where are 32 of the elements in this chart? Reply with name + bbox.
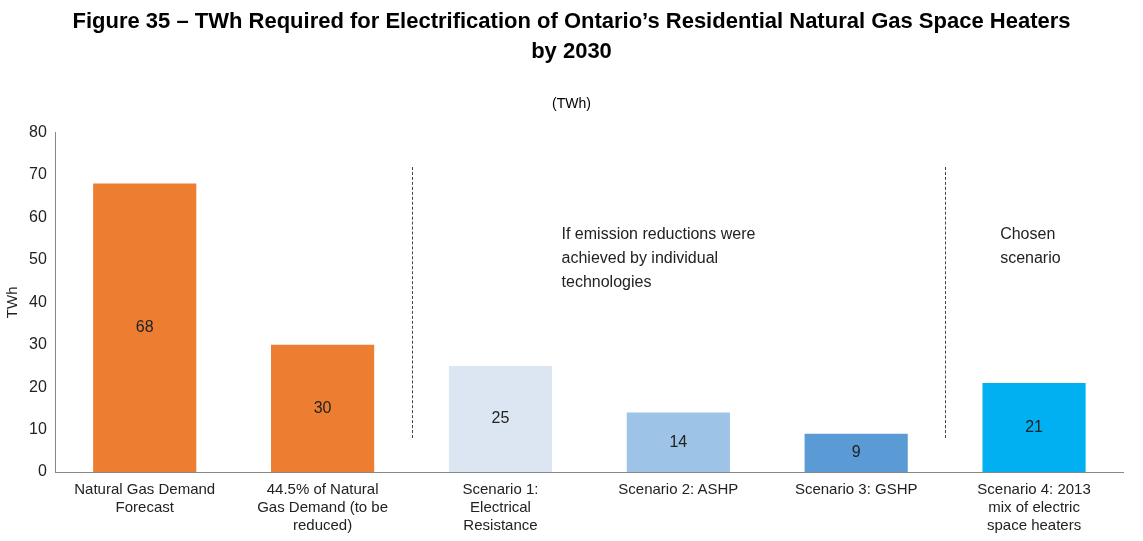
annotation: If emission reductions were achieved by individual technologies bbox=[561, 224, 756, 290]
x-tick-label: Scenario 3: GSHP bbox=[794, 480, 918, 498]
data-label: 68 bbox=[135, 318, 154, 336]
y-tick-label: 0 bbox=[37, 462, 47, 480]
y-tick-label: 10 bbox=[29, 419, 47, 437]
data-label: 25 bbox=[491, 409, 510, 427]
bar bbox=[804, 433, 908, 472]
data-label: 30 bbox=[313, 398, 332, 416]
data-label: 14 bbox=[669, 432, 688, 450]
x-tick-label: Natural Gas Demand Forecast bbox=[74, 480, 216, 516]
y-axis-title: TWh bbox=[3, 286, 21, 319]
y-tick-label: 30 bbox=[29, 335, 47, 353]
x-tick-label: Scenario 2: ASHP bbox=[618, 480, 739, 498]
y-tick-label: 50 bbox=[29, 250, 47, 268]
y-tick-label: 80 bbox=[29, 123, 47, 141]
y-tick-label: 40 bbox=[29, 292, 47, 310]
chart-subtitle: (TWh) bbox=[551, 95, 592, 111]
bar bbox=[93, 183, 197, 472]
data-label: 21 bbox=[1025, 417, 1044, 435]
x-tick-label: 44.5% of Natural Gas Demand (to be reduced) bbox=[257, 480, 389, 534]
annotation: Chosen scenario bbox=[1000, 224, 1061, 266]
bar bbox=[626, 412, 730, 472]
y-tick-label: 70 bbox=[29, 165, 47, 183]
y-tick-label: 60 bbox=[29, 207, 47, 225]
x-tick-label: Scenario 4: 2013 mix of electric space heaters bbox=[977, 480, 1091, 534]
x-tick-label: Scenario 1: Electrical Resistance bbox=[462, 480, 539, 534]
bar bbox=[448, 365, 553, 472]
data-label: 9 bbox=[851, 443, 861, 461]
y-tick-label: 20 bbox=[29, 377, 47, 395]
chart-title: Figure 35 – TWh Required for Electrification of Ontario’s Residential Natural Gas Space Heaters by 2030 bbox=[71, 7, 1072, 65]
bar bbox=[271, 344, 375, 472]
bar bbox=[982, 382, 1086, 472]
